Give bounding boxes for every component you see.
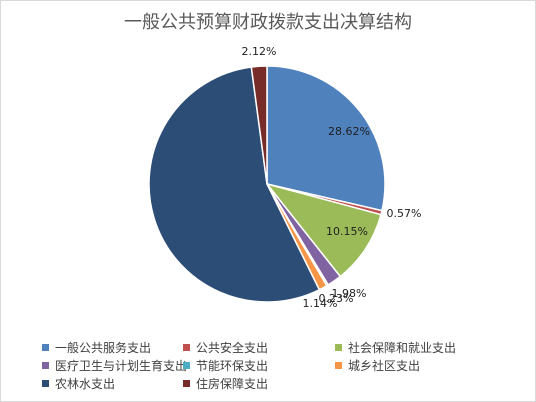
chart-title: 一般公共预算财政拨款支出决算结构 <box>124 12 412 33</box>
pie-slice-2 <box>265 182 382 278</box>
slice-label-7: 2.12% <box>242 45 277 58</box>
slice-label-1: 0.57% <box>387 207 422 220</box>
slice-label-5: 1.14% <box>303 297 338 310</box>
slice-label-4: 0.23% <box>319 292 354 305</box>
slice-label-6: 55.19% <box>155 204 197 217</box>
pie-slice-6 <box>148 66 321 303</box>
pie-slice-0 <box>266 65 386 212</box>
pie-slices <box>148 65 386 303</box>
slice-label-2: 10.15% <box>326 225 368 238</box>
pie-labels: 28.62% 0.57% 10.15% 1.98%0.23%1.14% 55.19% 2.… <box>155 45 421 310</box>
slice-label-0: 28.62% <box>328 125 370 138</box>
slice-label-3: 1.98% <box>332 287 367 300</box>
pie-slice-7 <box>250 65 268 185</box>
